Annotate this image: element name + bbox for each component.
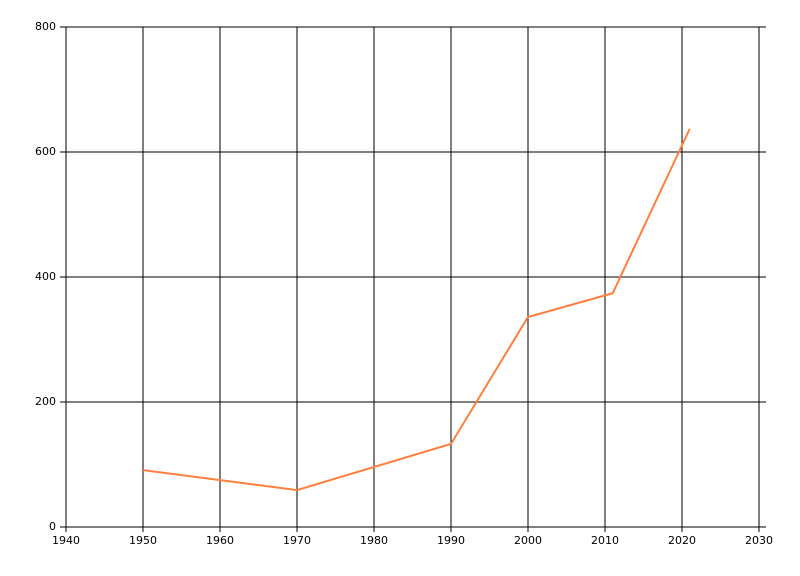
x-tick-label: 1950 [129, 534, 157, 547]
x-tick-label: 2030 [745, 534, 773, 547]
y-tick-label: 200 [35, 395, 56, 408]
y-tick-label: 600 [35, 145, 56, 158]
x-tick-label: 2010 [591, 534, 619, 547]
x-tick-label: 1980 [360, 534, 388, 547]
data-line [142, 128, 691, 492]
x-tick-label: 1970 [283, 534, 311, 547]
y-tick-label: 400 [35, 270, 56, 283]
y-tick-label: 800 [35, 20, 56, 33]
x-tick-label: 1960 [206, 534, 234, 547]
x-tick-label: 2000 [514, 534, 542, 547]
y-tick-label: 0 [49, 520, 56, 533]
x-tick-label: 1940 [52, 534, 80, 547]
x-tick-label: 1990 [437, 534, 465, 547]
x-tick-label: 2020 [668, 534, 696, 547]
